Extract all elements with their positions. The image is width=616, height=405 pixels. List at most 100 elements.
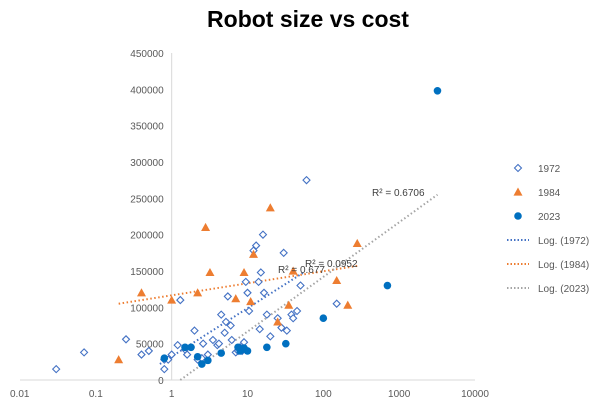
y-tick-label: 0 [158,376,164,387]
data-point [176,295,185,305]
data-point [296,281,305,290]
trendline [118,264,358,305]
y-tick-label: 400000 [130,85,164,96]
data-point [198,339,208,348]
data-point [243,288,252,298]
data-point [263,343,271,352]
data-point [255,324,265,334]
x-tick-label: 10 [242,389,254,400]
data-point [288,313,298,323]
legend-label: 1972 [538,164,561,175]
data-point [239,267,249,277]
data-point [204,356,212,365]
data-point [216,310,226,319]
data-point [243,347,252,355]
data-point [144,346,154,356]
data-point [221,317,231,327]
data-point [187,343,195,352]
data-point [193,288,203,297]
data-point [277,323,286,332]
x-tick-label: 0.01 [10,389,30,400]
x-tick-label: 1000 [388,389,411,400]
data-point [241,277,251,287]
data-point [114,355,124,364]
data-point [121,335,131,344]
data-point [246,297,256,306]
data-point [288,266,298,275]
legend-label: Log. (2023) [538,284,589,295]
data-point [262,310,272,319]
data-point [332,299,341,308]
data-point [273,317,283,326]
data-point [167,350,176,359]
r-squared-label: R² = 0.0952 [305,259,358,270]
data-point [332,275,342,285]
y-tick-label: 300000 [130,158,164,169]
data-point [205,267,215,277]
x-tick-label: 1 [169,389,175,400]
data-point [136,288,146,297]
data-point [319,314,328,323]
y-tick-label: 50000 [136,340,164,351]
data-point [265,203,275,212]
data-point [160,364,169,374]
data-point [259,288,269,298]
data-point [256,268,266,277]
data-point [282,339,290,348]
data-point [181,343,189,352]
data-point [383,281,392,290]
legend-label: 1984 [538,188,561,199]
trendline [179,193,439,381]
data-point [182,350,192,359]
data-point [244,306,254,316]
data-point [167,295,177,304]
y-tick-label: 350000 [130,122,164,133]
data-point [231,294,241,303]
x-tick-label: 0.1 [89,389,103,400]
data-point [217,349,226,357]
y-tick-label: 150000 [130,267,164,278]
y-tick-label: 100000 [130,303,164,314]
x-tick-label: 100 [315,389,332,400]
data-point [220,328,229,338]
data-point [198,360,206,368]
data-point [254,277,263,287]
y-tick-label: 250000 [130,194,164,205]
legend-label: Log. (1984) [538,260,589,271]
data-point [223,292,233,301]
data-point [279,248,288,258]
data-point [227,335,237,345]
data-point [79,348,89,357]
data-point [282,326,292,335]
x-tick-label: 10000 [461,389,489,400]
r-squared-label: R² = 0.677 [278,265,325,276]
data-point [173,340,182,350]
data-point [258,230,268,239]
data-point [352,238,362,247]
data-point [193,352,202,361]
data-point [51,364,61,374]
y-tick-label: 450000 [130,49,164,60]
data-point [214,339,224,348]
legend-label: 2023 [538,212,561,223]
legend-label: Log. (1972) [538,236,589,247]
data-point [514,212,522,220]
data-point [292,306,302,316]
data-point [160,354,169,363]
chart-title: Robot size vs cost [207,6,409,32]
data-point [284,300,294,309]
data-point [137,350,146,359]
data-point [208,335,218,345]
data-point [201,222,211,231]
data-point [266,332,275,341]
data-point [190,326,199,335]
data-point [302,175,311,185]
data-point [513,187,523,196]
data-point [251,241,261,250]
r-squared-label: R² = 0.6706 [372,188,425,199]
y-tick-label: 200000 [130,231,164,242]
trendline [159,271,305,365]
data-point [433,86,442,95]
data-point [343,300,353,309]
